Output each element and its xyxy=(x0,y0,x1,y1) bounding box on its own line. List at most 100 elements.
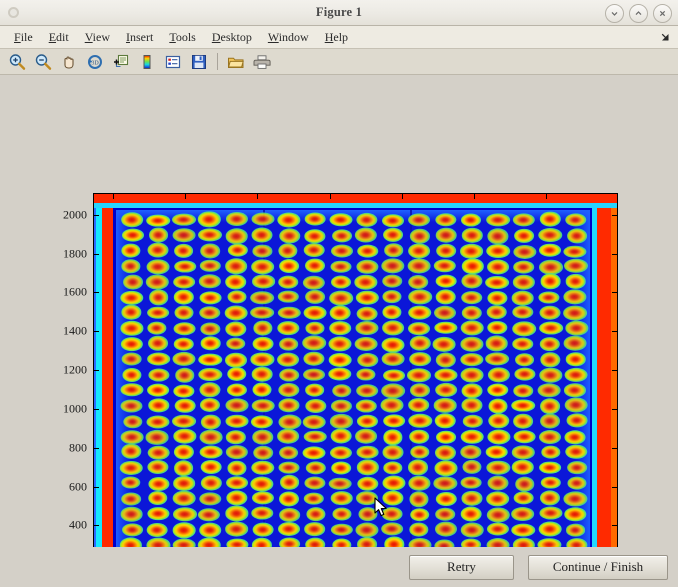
heatmap-spot xyxy=(433,398,457,413)
heatmap-spot xyxy=(540,445,561,459)
close-button[interactable] xyxy=(653,4,672,23)
heatmap-spot xyxy=(461,538,482,547)
heatmap-spot xyxy=(173,337,194,351)
heatmap-spot xyxy=(199,290,222,305)
figure-canvas[interactable]: 2004006008001000120014002004006008001000… xyxy=(0,75,678,547)
heatmap-spot xyxy=(278,521,301,537)
y-tick-mark xyxy=(93,525,99,527)
menu-file[interactable]: File xyxy=(14,29,33,44)
undock-arrow-icon[interactable] xyxy=(658,30,673,45)
heatmap-spot xyxy=(225,505,249,521)
heatmap-spot xyxy=(147,506,169,521)
heatmap-spot xyxy=(409,429,430,444)
heatmap-spot xyxy=(485,352,509,366)
heatmap-spot xyxy=(460,522,484,538)
heatmap-spot xyxy=(381,475,406,491)
heatmap-spot xyxy=(513,491,535,505)
colorbar-icon[interactable] xyxy=(135,50,159,74)
heatmap-spot xyxy=(538,259,563,275)
heatmap-spot xyxy=(148,227,169,243)
heatmap-spot xyxy=(173,538,196,547)
heatmap-spot xyxy=(459,244,484,259)
heatmap-spot xyxy=(277,352,299,367)
heatmap-spot xyxy=(539,321,563,335)
heatmap-spot xyxy=(225,398,249,412)
heatmap-spot xyxy=(200,243,220,259)
heatmap-spot xyxy=(227,290,247,304)
heatmap-spot xyxy=(539,243,562,257)
heatmap-spot xyxy=(511,290,535,306)
menu-help[interactable]: Help xyxy=(324,29,349,44)
heatmap-spot xyxy=(147,242,169,258)
y-tick-mark xyxy=(93,214,99,216)
minimize-button[interactable] xyxy=(605,4,624,23)
heatmap-spot xyxy=(200,398,221,413)
heatmap-spot xyxy=(304,321,325,335)
heatmap-spot xyxy=(305,537,325,547)
y-tick-mark xyxy=(612,525,618,527)
heatmap-spot xyxy=(303,351,325,366)
heatmap-spot xyxy=(330,244,353,258)
heatmap-spot-field xyxy=(116,210,590,547)
heatmap-spot xyxy=(146,259,170,275)
open-folder-icon[interactable] xyxy=(224,50,248,74)
heatmap-spot xyxy=(409,491,429,507)
heatmap-spot xyxy=(540,352,560,368)
heatmap-axes[interactable] xyxy=(93,193,618,547)
y-tick-mark xyxy=(612,447,618,449)
heatmap-spot xyxy=(487,475,509,491)
heatmap-spot xyxy=(486,243,511,258)
heatmap-spot xyxy=(539,461,562,475)
maximize-button[interactable] xyxy=(629,4,648,23)
heatmap-spot xyxy=(436,492,457,507)
heatmap-spot xyxy=(278,290,299,303)
data-cursor-icon[interactable] xyxy=(109,50,133,74)
heatmap-spot xyxy=(512,275,536,290)
menu-desktop[interactable]: Desktop xyxy=(211,29,252,44)
heatmap-spot xyxy=(227,383,248,397)
zoom-in-icon[interactable] xyxy=(5,50,29,74)
menu-window[interactable]: Window xyxy=(267,29,309,44)
continue-finish-button[interactable]: Continue / Finish xyxy=(528,554,668,580)
heatmap-spot xyxy=(487,429,511,445)
heatmap-spot xyxy=(461,273,483,289)
heatmap-spot xyxy=(460,290,483,305)
heatmap-spot xyxy=(329,290,354,306)
menu-view[interactable]: View xyxy=(84,29,110,44)
x-tick-mark xyxy=(545,193,547,199)
heatmap-spot xyxy=(279,368,299,382)
heatmap-spot xyxy=(198,228,223,242)
heatmap-spot xyxy=(200,414,221,430)
heatmap-spot xyxy=(302,414,326,429)
heatmap-spot xyxy=(146,430,169,445)
heatmap-spot xyxy=(537,537,562,547)
save-figure-icon[interactable] xyxy=(187,50,211,74)
heatmap-spot xyxy=(173,275,196,289)
menu-edit[interactable]: Edit xyxy=(48,29,69,44)
heatmap-spot xyxy=(148,335,169,351)
heatmap-spot xyxy=(462,414,483,428)
heatmap-spot xyxy=(435,507,456,521)
heatmap-spot xyxy=(173,429,197,444)
menu-tools[interactable]: Tools xyxy=(169,29,196,44)
heatmap-spot xyxy=(382,320,405,336)
rotate-3d-icon[interactable]: 3D xyxy=(83,50,107,74)
heatmap-spot xyxy=(485,335,509,351)
field-glow-left xyxy=(116,210,132,547)
menu-insert[interactable]: Insert xyxy=(125,29,154,44)
retry-button[interactable]: Retry xyxy=(409,554,514,580)
heatmap-spot xyxy=(279,491,300,507)
heatmap-spot xyxy=(409,383,430,398)
zoom-out-icon[interactable] xyxy=(31,50,55,74)
legend-icon[interactable] xyxy=(161,50,185,74)
heatmap-spot xyxy=(381,383,405,399)
pan-hand-icon[interactable] xyxy=(57,50,81,74)
heatmap-spot xyxy=(383,243,404,257)
heatmap-spot xyxy=(539,305,561,320)
heatmap-spot xyxy=(355,522,379,538)
heatmap-spot xyxy=(540,476,562,489)
heatmap-spot xyxy=(332,384,352,398)
heatmap-spot xyxy=(147,321,167,335)
heatmap-spot xyxy=(174,260,196,273)
print-icon[interactable] xyxy=(250,50,274,74)
